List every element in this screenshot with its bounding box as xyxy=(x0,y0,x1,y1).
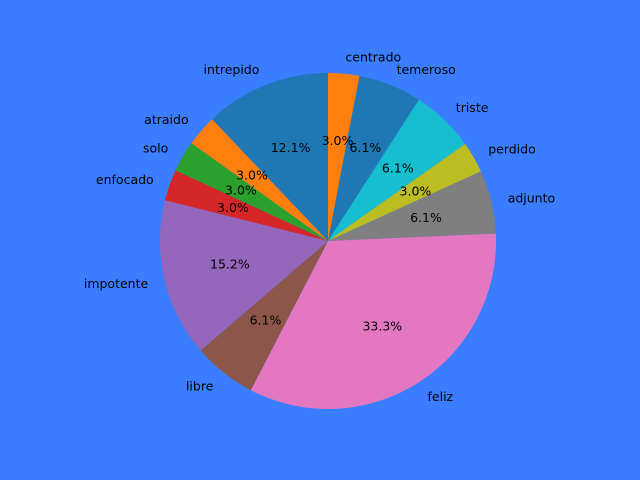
pie-slices xyxy=(160,73,497,410)
pie-slice-enfocado xyxy=(165,170,328,241)
percent-label-impotente: 15.2% xyxy=(210,257,250,272)
category-label-centrado: centrado xyxy=(345,50,401,65)
pie-slice-triste xyxy=(328,99,466,241)
percent-label-triste: 6.1% xyxy=(382,161,414,176)
pie-slice-temeroso xyxy=(328,75,419,241)
pie-slice-impotente xyxy=(160,200,328,351)
pie-slice-centrado xyxy=(328,73,360,241)
category-label-triste: triste xyxy=(456,100,489,115)
category-label-temeroso: temeroso xyxy=(397,62,456,77)
category-label-feliz: feliz xyxy=(428,389,454,404)
pie-slice-intrepido xyxy=(212,73,328,241)
percent-label-perdido: 3.0% xyxy=(400,183,432,198)
percent-label-enfocado: 3.0% xyxy=(217,200,249,215)
pie-slice-feliz xyxy=(250,233,497,410)
percent-label-solo: 3.0% xyxy=(225,183,257,198)
percent-labels: 3.0%6.1%6.1%3.0%6.1%33.3%6.1%15.2%3.0%3.… xyxy=(210,133,442,333)
pie-slice-perdido xyxy=(328,143,481,241)
percent-label-atraido: 3.0% xyxy=(236,167,268,182)
pie-slice-solo xyxy=(175,143,328,241)
percent-label-adjunto: 6.1% xyxy=(410,210,442,225)
category-label-perdido: perdido xyxy=(488,141,536,156)
category-label-intrepido: intrepido xyxy=(204,62,260,77)
percent-label-feliz: 33.3% xyxy=(362,318,402,333)
percent-label-centrado: 3.0% xyxy=(322,133,354,148)
category-label-libre: libre xyxy=(186,378,214,393)
category-label-enfocado: enfocado xyxy=(96,172,154,187)
category-label-atraido: atraido xyxy=(144,112,188,127)
category-label-adjunto: adjunto xyxy=(508,190,555,205)
pie-slice-atraido xyxy=(191,119,328,241)
pie-slice-adjunto xyxy=(328,171,496,241)
percent-label-libre: 6.1% xyxy=(250,313,282,328)
category-label-solo: solo xyxy=(143,140,168,155)
percent-label-temeroso: 6.1% xyxy=(350,140,382,155)
percent-label-intrepido: 12.1% xyxy=(271,140,311,155)
pie-slice-libre xyxy=(200,241,328,391)
category-label-impotente: impotente xyxy=(84,276,149,291)
